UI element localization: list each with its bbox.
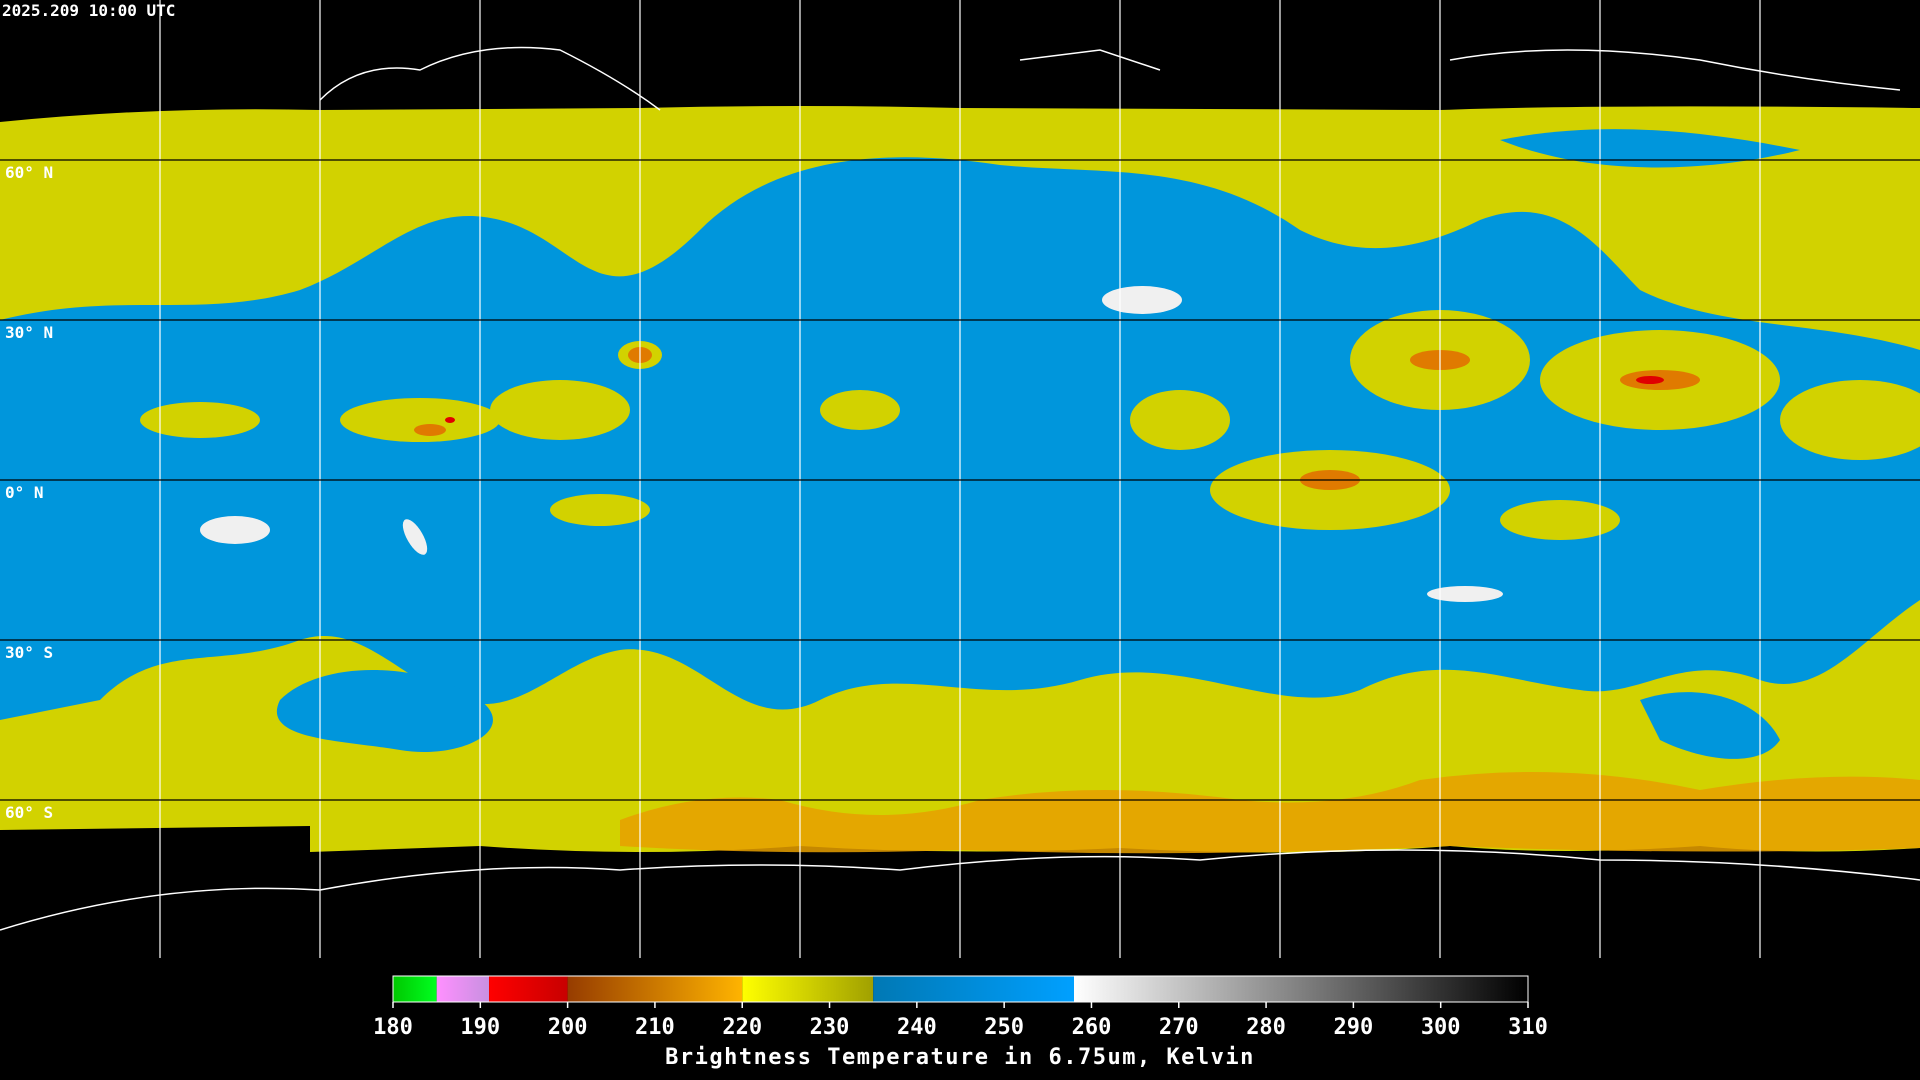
moist-arc	[1500, 129, 1800, 168]
color-segment	[393, 976, 437, 1002]
colorbar-tick-label: 200	[548, 1015, 588, 1040]
colorbar-title: Brightness Temperature in 6.75um, Kelvin	[665, 1045, 1255, 1070]
timestamp: 2025.209 10:00 UTC	[2, 1, 175, 20]
graticule: 60° N 30° N 0° N 30° S 60° S	[5, 0, 1761, 958]
colorbar-tick-label: 220	[722, 1015, 762, 1040]
hot-spots	[445, 376, 1664, 423]
lat-label: 30° S	[5, 643, 53, 662]
moist-pool	[276, 670, 493, 752]
colorbar-tick-label: 300	[1421, 1015, 1461, 1040]
colorbar-tick-label: 210	[635, 1015, 675, 1040]
color-segment	[873, 976, 1074, 1002]
lat-label: 60° S	[5, 803, 53, 822]
colorbar: 180 190 200 210 220 230 240 250 260 270 280 290 300 3…	[373, 975, 1548, 1040]
lat-label: 0° N	[5, 483, 44, 502]
colorbar-tick-label: 190	[460, 1015, 500, 1040]
colorbar-tick-label: 310	[1508, 1015, 1548, 1040]
colorbar-tick-label: 230	[810, 1015, 850, 1040]
color-segment	[1074, 976, 1528, 1002]
colorbar-tick-label: 260	[1072, 1015, 1112, 1040]
lat-label: 60° N	[5, 163, 53, 182]
colorbar-frame	[392, 975, 1529, 1003]
colorbar-tick-label: 240	[897, 1015, 937, 1040]
color-segment	[742, 976, 874, 1002]
colorbar-tick-label: 250	[984, 1015, 1024, 1040]
colorbar-tick-label: 180	[373, 1015, 413, 1040]
moist-pool	[1640, 692, 1780, 759]
orange-band	[620, 772, 1920, 854]
dry-patches	[200, 286, 1503, 602]
colorbar-tick-label: 270	[1159, 1015, 1199, 1040]
colorbar-tick-label: 290	[1334, 1015, 1374, 1040]
lat-label: 30° N	[5, 323, 53, 342]
color-segment	[489, 976, 568, 1002]
color-segment	[436, 976, 490, 1002]
color-segment	[567, 976, 743, 1002]
colorbar-tick-label: 280	[1246, 1015, 1286, 1040]
